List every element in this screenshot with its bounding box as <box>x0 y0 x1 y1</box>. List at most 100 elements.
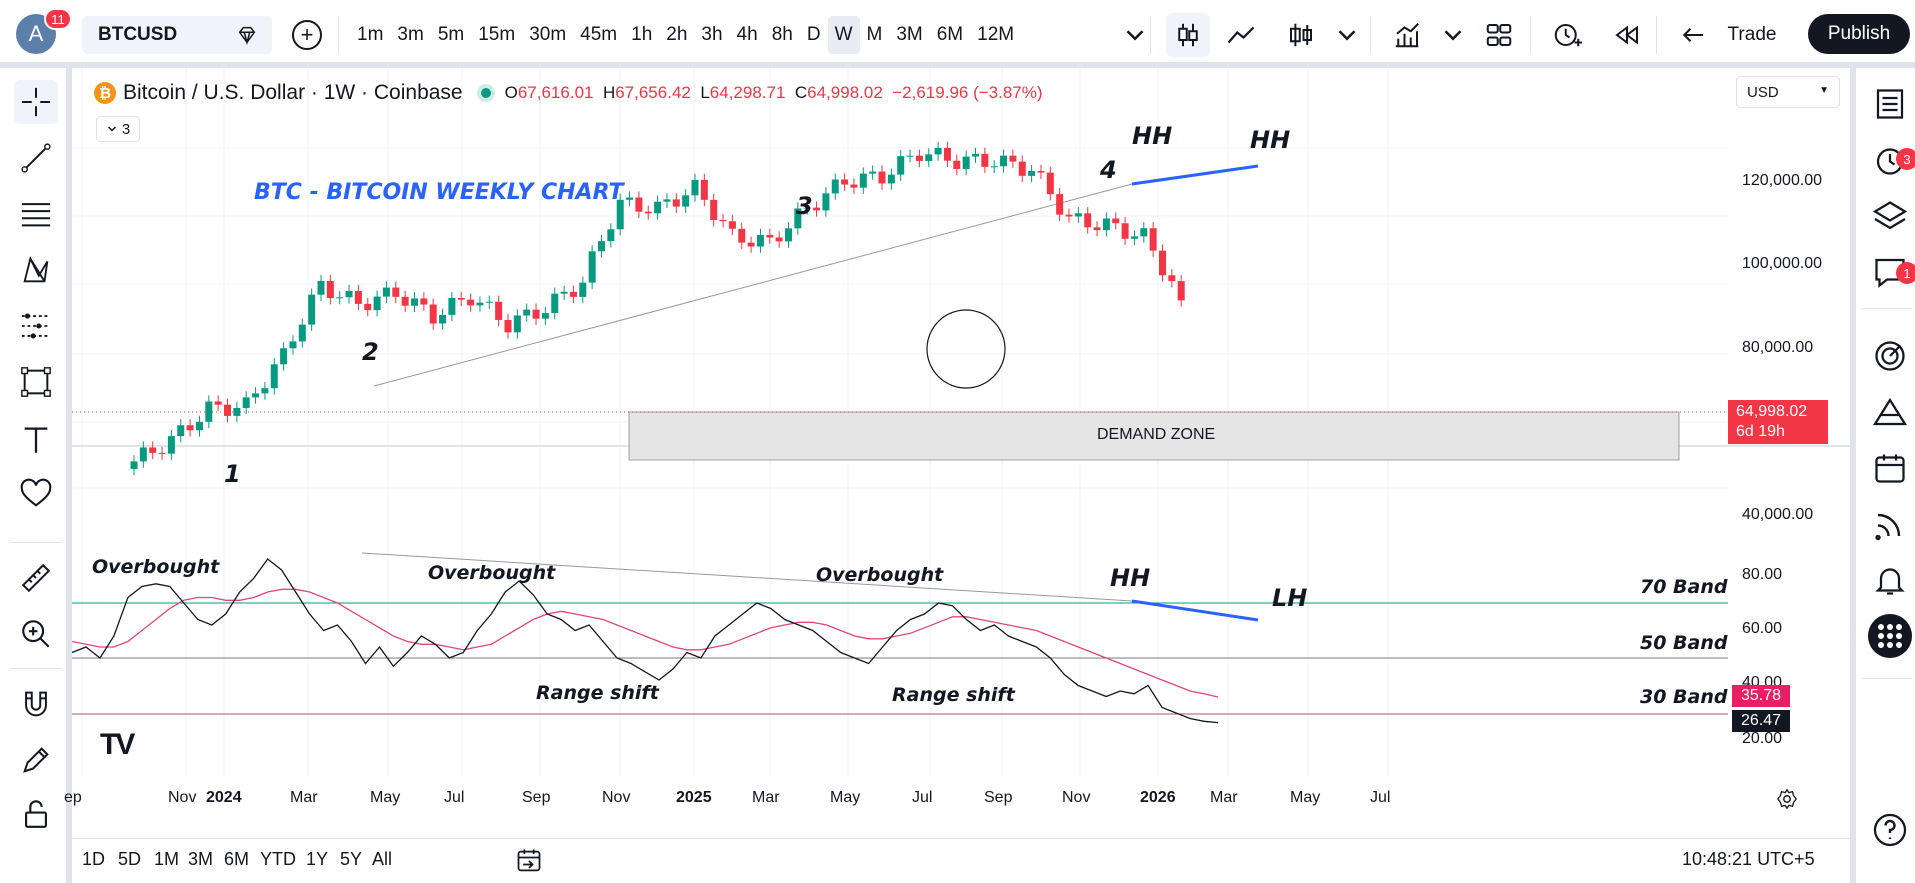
candle <box>1112 212 1120 230</box>
interval-6m[interactable]: 6M <box>936 24 964 45</box>
trend-line-icon[interactable] <box>14 136 58 180</box>
ruler-icon[interactable] <box>14 556 58 600</box>
symbol-search[interactable]: BTCUSD <box>82 16 272 54</box>
interval-d[interactable]: D <box>806 24 821 45</box>
calendar-icon[interactable] <box>1868 446 1912 490</box>
zoom-in-icon[interactable] <box>14 612 58 656</box>
alert-clock-icon[interactable] <box>1550 18 1584 52</box>
rectangle-shape-icon[interactable] <box>14 360 58 404</box>
rsi-lh-label[interactable]: LH <box>1272 584 1308 612</box>
undo-arrow-icon[interactable] <box>1676 18 1710 52</box>
chevron-down-icon[interactable] <box>1330 18 1364 52</box>
interval-3h[interactable]: 3h <box>701 24 723 45</box>
range-shift-label[interactable]: Range shift <box>892 684 1015 706</box>
currency-select[interactable]: USD ▼ <box>1736 76 1840 108</box>
watchlist-icon[interactable] <box>1868 82 1912 126</box>
candle <box>1056 188 1064 221</box>
heart-icon[interactable] <box>14 472 58 516</box>
interval-8h[interactable]: 8h <box>771 24 793 45</box>
range-1m[interactable]: 1M <box>154 849 180 869</box>
rsi-hh-label[interactable]: HH <box>1110 564 1151 592</box>
wave-label-4[interactable]: 4 <box>1100 156 1117 184</box>
range-5y[interactable]: 5Y <box>340 849 363 869</box>
trade-button[interactable]: Trade <box>1727 24 1777 45</box>
wave-label-1[interactable]: 1 <box>224 460 241 488</box>
interval-30m[interactable]: 30m <box>529 24 567 45</box>
interval-1h[interactable]: 1h <box>631 24 653 45</box>
chart-title-annotation[interactable]: BTC - BITCOIN WEEKLY CHART <box>254 180 624 205</box>
candle <box>224 398 231 423</box>
overbought-label[interactable]: Overbought <box>428 562 556 584</box>
hh-label[interactable]: HH <box>1250 126 1291 154</box>
drawing-mode-icon[interactable] <box>14 738 58 782</box>
range-5d[interactable]: 5D <box>118 849 142 869</box>
range-1d[interactable]: 1D <box>82 849 106 869</box>
time-axis-label: Sep <box>522 789 551 806</box>
hh-label[interactable]: HH <box>1132 122 1173 150</box>
market-open-dot-icon <box>476 84 495 102</box>
settings-gear-icon[interactable] <box>1776 788 1798 810</box>
demand-zone-rect[interactable] <box>628 411 1680 461</box>
chevron-down-icon[interactable] <box>1436 18 1470 52</box>
rsi-ma-line <box>72 588 1219 698</box>
forecast-tool-icon[interactable] <box>14 304 58 348</box>
interval-5m[interactable]: 5m <box>437 24 465 45</box>
pattern-tool-icon[interactable] <box>14 248 58 292</box>
indicators-collapse-button[interactable]: 3 <box>96 116 140 142</box>
range-shift-label[interactable]: Range shift <box>536 682 659 704</box>
streams-icon[interactable] <box>1868 502 1912 546</box>
last-price-tag: 64,998.02 6d 19h <box>1728 400 1828 444</box>
bar-chart-icon[interactable] <box>1284 18 1318 52</box>
layout-grid-icon[interactable] <box>1482 18 1516 52</box>
interval-3m[interactable]: 3m <box>397 24 424 45</box>
interval-12m[interactable]: 12M <box>977 24 1015 45</box>
candle <box>822 187 830 217</box>
target-icon[interactable] <box>1868 334 1912 378</box>
chart-area[interactable]: ₿ Bitcoin / U.S. Dollar · 1W · Coinbase … <box>64 68 1850 838</box>
overbought-label[interactable]: Overbought <box>816 564 944 586</box>
symbol-legend[interactable]: ₿ Bitcoin / U.S. Dollar · 1W · Coinbase … <box>94 80 1043 106</box>
clock-timezone[interactable]: 10:48:21 UTC+5 <box>1682 849 1815 869</box>
interval-w[interactable]: W <box>827 16 860 54</box>
goto-date-icon[interactable] <box>514 847 544 875</box>
interval-1m[interactable]: 1m <box>357 24 384 45</box>
range-3m[interactable]: 3M <box>188 849 214 869</box>
range-1y[interactable]: 1Y <box>306 849 329 869</box>
crosshair-icon[interactable] <box>14 80 58 124</box>
range-ytd[interactable]: YTD <box>260 849 296 869</box>
replay-icon[interactable] <box>1610 18 1644 52</box>
ideas-triangle-icon[interactable] <box>1868 390 1912 434</box>
band-50-label[interactable]: 50 Band <box>1640 632 1728 654</box>
interval-4h[interactable]: 4h <box>736 24 758 45</box>
fib-retracement-icon[interactable] <box>14 192 58 236</box>
text-tool-icon[interactable] <box>14 418 58 462</box>
band-30-label[interactable]: 30 Band <box>1640 686 1728 708</box>
band-70-label[interactable]: 70 Band <box>1640 576 1728 598</box>
help-icon[interactable] <box>1868 808 1912 852</box>
candles-chart-type-icon[interactable] <box>1166 13 1210 57</box>
magnet-icon[interactable] <box>14 682 58 726</box>
range-6m[interactable]: 6M <box>224 849 250 869</box>
products-grid-icon[interactable] <box>1868 614 1912 658</box>
line-chart-icon[interactable] <box>1224 18 1258 52</box>
indicators-icon[interactable] <box>1390 18 1424 52</box>
overbought-label[interactable]: Overbought <box>92 556 220 578</box>
interval-15m[interactable]: 15m <box>478 24 516 45</box>
lock-icon[interactable] <box>14 792 58 836</box>
layers-icon[interactable] <box>1868 194 1912 238</box>
interval-3m[interactable]: 3M <box>896 24 923 45</box>
compare-plus-icon[interactable]: + <box>292 20 322 50</box>
publish-button[interactable]: Publish <box>1808 14 1910 54</box>
notifications-bell-icon[interactable] <box>1868 558 1912 602</box>
range-all[interactable]: All <box>372 849 393 869</box>
wave-label-2[interactable]: 2 <box>362 338 379 366</box>
chevron-down-icon[interactable] <box>1118 18 1152 52</box>
diamond-icon[interactable] <box>236 24 258 46</box>
interval-2h[interactable]: 2h <box>666 24 688 45</box>
chart-canvas[interactable] <box>72 68 1850 838</box>
price-axis-label: 100,000.00 <box>1742 255 1823 272</box>
interval-45m[interactable]: 45m <box>580 24 618 45</box>
interval-m[interactable]: M <box>866 24 883 45</box>
wave-label-3[interactable]: 3 <box>796 192 813 220</box>
tradingview-logo[interactable]: TV <box>100 728 135 761</box>
